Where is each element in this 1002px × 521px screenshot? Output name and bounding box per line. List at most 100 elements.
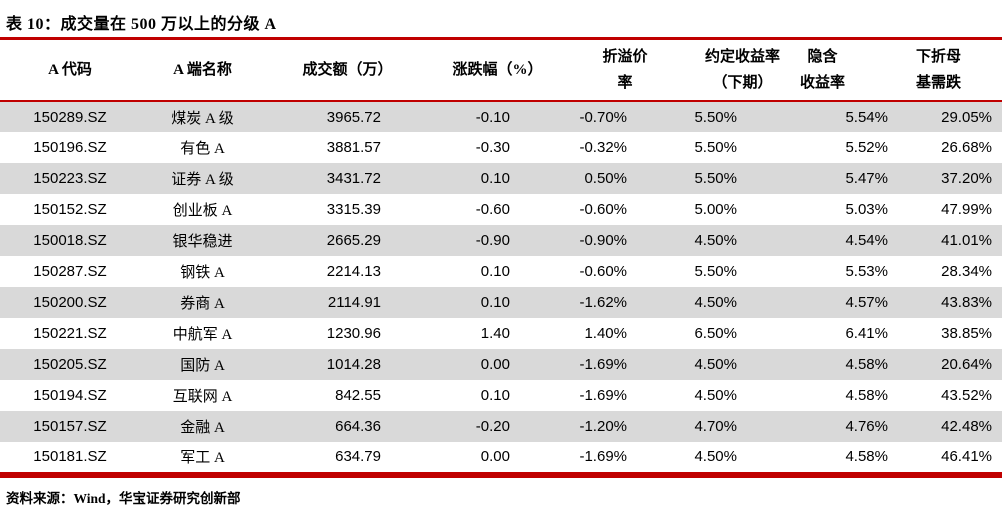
cell: 证券 A 级	[140, 163, 265, 194]
cell: 互联网 A	[172, 389, 233, 405]
cell: 664.36	[265, 411, 430, 442]
column-header: 涨跌幅（%）	[430, 40, 565, 102]
cell: 1.40%	[584, 325, 627, 342]
cell: -0.90%	[565, 225, 685, 256]
cell: 150287.SZ	[33, 263, 107, 280]
cell: 3881.57	[326, 139, 381, 156]
cell: 军工 A	[140, 442, 265, 475]
column-header: 隐含 收益率	[800, 40, 900, 102]
title-divider	[0, 37, 1002, 40]
cell: 5.50%	[694, 139, 737, 156]
cell: 券商 A	[140, 287, 265, 318]
source-note: 资料来源：Wind，华宝证券研究创新部	[6, 490, 241, 506]
cell: 0.10	[430, 163, 565, 194]
cell: 0.00	[430, 349, 565, 380]
table-body: 150289.SZ 煤炭 A 级 3965.72 -0.10 -0.70% 5.50% 5.…	[0, 101, 1002, 475]
cell: -1.62%	[565, 287, 685, 318]
column-header: 折溢价率	[565, 40, 685, 102]
cell: 银华稳进	[140, 225, 265, 256]
cell: -1.20%	[565, 411, 685, 442]
cell: 150018.SZ	[0, 225, 140, 256]
cell: 4.58%	[845, 387, 888, 404]
column-header: 成交额（万）	[265, 40, 430, 102]
column-header-line1: 成交额（万）	[302, 62, 393, 78]
cell: 150157.SZ	[0, 411, 140, 442]
column-header-line1: 隐含	[807, 49, 838, 65]
cell: 150181.SZ	[0, 442, 140, 475]
cell: 2114.91	[265, 287, 430, 318]
cell: 842.55	[335, 387, 381, 404]
cell: 4.50%	[685, 225, 800, 256]
column-header: 约定收益率 （下期）	[685, 40, 800, 102]
cell: 43.83%	[900, 287, 1002, 318]
cell: 5.50%	[685, 101, 800, 132]
column-header-line1: 折溢价	[602, 49, 648, 65]
cell: -0.60%	[579, 201, 627, 218]
cell: 0.50%	[565, 163, 685, 194]
cell: 47.99%	[941, 201, 992, 218]
table-row: 150205.SZ 国防 A 1014.28 0.00 -1.69% 4.50% 4.58%…	[0, 349, 1002, 380]
cell: 150196.SZ	[33, 139, 107, 156]
cell: 43.52%	[941, 387, 992, 404]
cell: -0.10	[430, 101, 565, 132]
cell: -0.20	[430, 411, 565, 442]
cell: 6.41%	[845, 325, 888, 342]
cell: 4.76%	[800, 411, 900, 442]
cell: 中航军 A	[172, 327, 233, 343]
table-header: A 代码 A 端名称 成交额（万） 涨跌幅（%） 折溢价率约定收益率 （下期） 隐含 收益率下…	[0, 40, 1002, 102]
column-header-line1: A 端名称	[173, 62, 232, 78]
cell: 46.41%	[900, 442, 1002, 475]
table-title: 表 10：成交量在 500 万以上的分级 A	[6, 16, 277, 33]
column-header-line1: 涨跌幅（%）	[452, 62, 543, 78]
column-header: A 端名称	[140, 40, 265, 102]
cell: -1.69%	[579, 387, 627, 404]
column-header-line1: A 代码	[48, 62, 92, 78]
cell: 37.20%	[900, 163, 1002, 194]
cell: 42.48%	[900, 411, 1002, 442]
cell: 4.54%	[800, 225, 900, 256]
cell: 4.50%	[685, 349, 800, 380]
cell: 4.57%	[800, 287, 900, 318]
cell: 4.50%	[685, 287, 800, 318]
table-row: 150200.SZ 券商 A 2114.91 0.10 -1.62% 4.50% 4.57%…	[0, 287, 1002, 318]
table-row: 150223.SZ 证券 A 级 3431.72 0.10 0.50% 5.50% 5.47…	[0, 163, 1002, 194]
cell: 150289.SZ	[0, 101, 140, 132]
cell: 0.10	[430, 287, 565, 318]
cell: -0.90	[430, 225, 565, 256]
column-header-line2: 收益率	[800, 75, 846, 91]
cell: 国防 A	[140, 349, 265, 380]
cell: 3965.72	[265, 101, 430, 132]
cell: 煤炭 A 级	[140, 101, 265, 132]
grading-a-table: A 代码 A 端名称 成交额（万） 涨跌幅（%） 折溢价率约定收益率 （下期） 隐含 收益率下…	[0, 40, 1002, 475]
table-row: 150287.SZ 钢铁 A 2214.13 0.10 -0.60% 5.50% 5.53%…	[0, 256, 1002, 287]
cell: 5.50%	[685, 163, 800, 194]
column-header-line1: 约定收益率	[704, 49, 780, 65]
cell: 6.50%	[694, 325, 737, 342]
table-row: 150181.SZ 军工 A 634.79 0.00 -1.69% 4.50% 4.58% 4…	[0, 442, 1002, 475]
cell: 1.40	[480, 325, 510, 342]
cell: 3315.39	[326, 201, 381, 218]
cell: 20.64%	[900, 349, 1002, 380]
cell: 0.00	[430, 442, 565, 475]
cell: 4.58%	[800, 349, 900, 380]
cell: -1.69%	[565, 442, 685, 475]
cell: 5.52%	[845, 139, 888, 156]
cell: 2214.13	[326, 263, 381, 280]
table-row: 150196.SZ 有色 A 3881.57 -0.30 -0.32% 5.50% 5.52…	[0, 132, 1002, 163]
cell: 5.03%	[845, 201, 888, 218]
cell: 4.50%	[685, 442, 800, 475]
cell: 1230.96	[326, 325, 381, 342]
cell: -1.69%	[565, 349, 685, 380]
header-row: A 代码 A 端名称 成交额（万） 涨跌幅（%） 折溢价率约定收益率 （下期） 隐含 收益率下…	[0, 40, 1002, 102]
cell: -0.60%	[579, 263, 627, 280]
cell: 5.53%	[845, 263, 888, 280]
column-header-line2: 率	[617, 75, 633, 91]
cell: 150223.SZ	[0, 163, 140, 194]
column-header-line2: 基需跌	[915, 75, 961, 91]
cell: -0.70%	[565, 101, 685, 132]
column-header: A 代码	[0, 40, 140, 102]
cell: 创业板 A	[172, 203, 233, 219]
cell: 有色 A	[180, 141, 225, 157]
cell: 150205.SZ	[0, 349, 140, 380]
table-row: 150221.SZ 中航军 A 1230.96 1.40 1.40% 6.50% 6.41%…	[0, 318, 1002, 349]
